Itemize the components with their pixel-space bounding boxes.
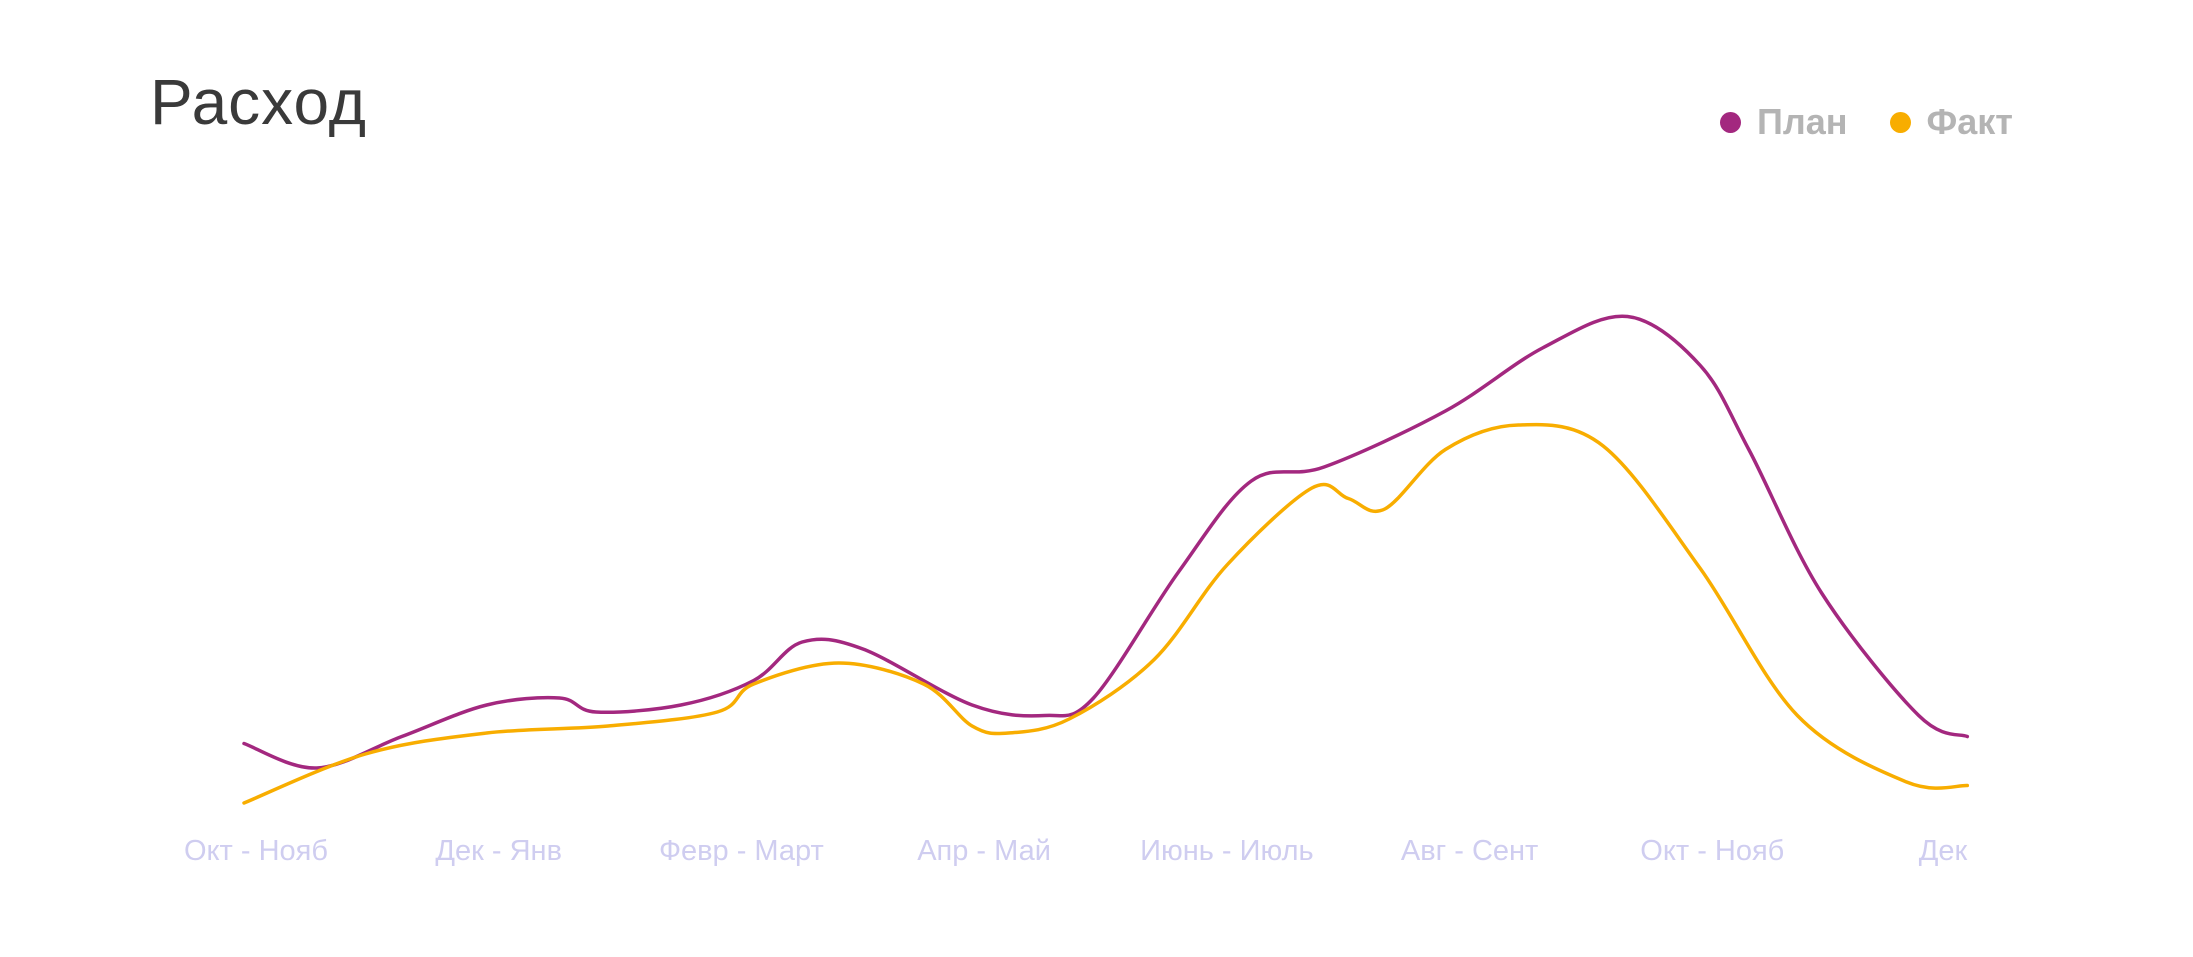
x-tick-label: Дек (1919, 835, 1968, 867)
x-tick-label: Апр - Май (917, 835, 1051, 867)
x-tick-label: Окт - Нояб (1640, 835, 1784, 867)
series-line-plan (242, 314, 1970, 770)
legend-item-fact: Факт (1889, 101, 2013, 142)
x-tick-label: Февр - Март (659, 835, 824, 867)
legend-item-plan: План (1720, 104, 1848, 140)
x-axis: Окт - Нояб Дек - Янв Февр - Март Апр - Май И… (184, 835, 1968, 867)
series-layer (242, 314, 1970, 805)
x-tick-label: Окт - Нояб (184, 835, 328, 867)
legend-label-plan: План (1757, 101, 1848, 142)
series-line-fact (242, 422, 1970, 805)
legend-dot-plan-icon (1720, 111, 1741, 133)
x-tick-label: Авг - Сент (1401, 835, 1538, 867)
x-tick-label: Июнь - Июль (1140, 835, 1313, 867)
legend-dot-fact-icon (1889, 111, 1911, 133)
legend-label-fact: Факт (1926, 101, 2013, 142)
legend: План Факт (1720, 104, 2013, 140)
x-tick-label: Дек - Янв (435, 835, 562, 867)
chart-title: Расход (150, 66, 367, 138)
